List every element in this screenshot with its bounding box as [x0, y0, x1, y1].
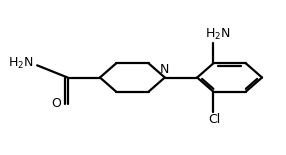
Text: H$_2$N: H$_2$N: [7, 56, 33, 71]
Text: H$_2$N: H$_2$N: [205, 27, 230, 42]
Text: Cl: Cl: [208, 113, 221, 126]
Text: O: O: [51, 97, 61, 110]
Text: N: N: [160, 64, 170, 76]
